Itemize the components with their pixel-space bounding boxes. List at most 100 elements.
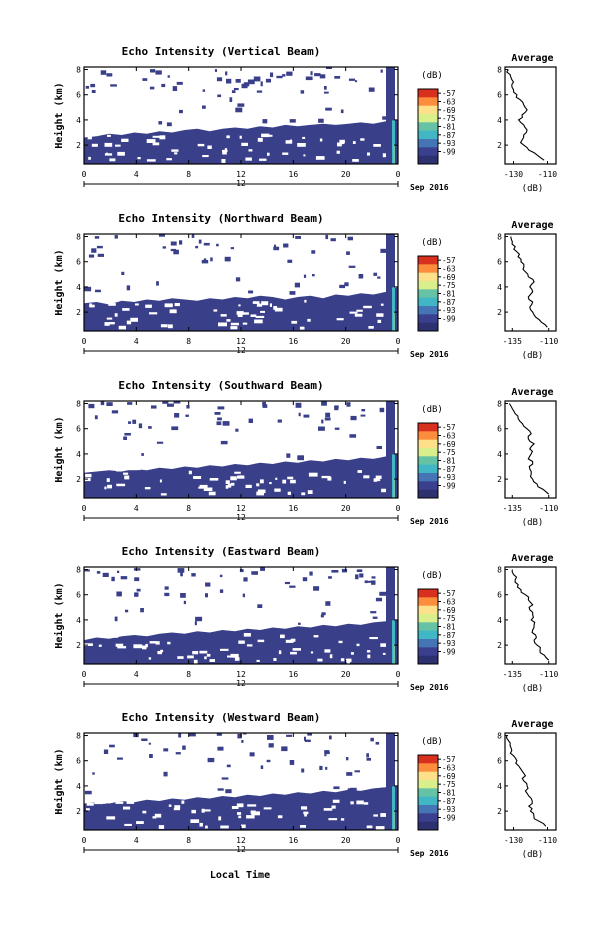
echo-gap bbox=[123, 806, 131, 810]
echo-speckle bbox=[305, 76, 313, 81]
panel-title: Echo Intensity (Westward Beam) bbox=[122, 711, 321, 724]
echo-speckle bbox=[319, 74, 326, 79]
echo-gap bbox=[246, 644, 253, 647]
date-label: Sep 2016 bbox=[410, 683, 449, 692]
echo-speckle bbox=[132, 419, 137, 424]
echo-gap bbox=[241, 824, 246, 828]
echo-gap bbox=[208, 491, 216, 496]
echo-speckle bbox=[325, 107, 332, 111]
colorbar-segment bbox=[418, 589, 438, 598]
echo-speckle bbox=[226, 78, 232, 84]
echo-speckle bbox=[325, 601, 331, 606]
echo-speckle bbox=[156, 441, 164, 444]
echo-speckle bbox=[221, 777, 229, 780]
echo-gap bbox=[256, 483, 260, 487]
echo-gap bbox=[269, 303, 272, 307]
echo-speckle bbox=[286, 734, 292, 737]
y-tick-label: 6 bbox=[76, 591, 81, 600]
echo-speckle bbox=[239, 569, 244, 573]
echo-gap bbox=[245, 157, 252, 161]
echo-speckle bbox=[260, 567, 265, 571]
echo-gap bbox=[218, 322, 227, 327]
colorbar-segment bbox=[418, 771, 438, 781]
colorbar-segment bbox=[418, 439, 438, 449]
echo-gap bbox=[155, 641, 160, 645]
colorbar-segment bbox=[418, 448, 438, 457]
echo-gap bbox=[227, 483, 232, 488]
colorbar-segment bbox=[418, 322, 438, 332]
avg-y-tick-label: 6 bbox=[497, 258, 502, 267]
echo-gap bbox=[257, 137, 263, 142]
echo-gap bbox=[173, 808, 180, 811]
colorbar-segment bbox=[418, 423, 438, 432]
echo-speckle bbox=[373, 272, 378, 276]
echo-speckle bbox=[167, 403, 174, 407]
beam-panel-3: Echo Intensity (Southward Beam) 2 4 6 8 Heigh… bbox=[53, 379, 559, 528]
echo-gap bbox=[238, 304, 241, 307]
echo-speckle bbox=[324, 750, 330, 754]
echo-gap bbox=[143, 632, 151, 636]
echo-speckle bbox=[303, 414, 310, 418]
echo-speckle bbox=[127, 402, 133, 405]
echo-gap bbox=[123, 472, 129, 475]
echo-speckle bbox=[331, 570, 339, 573]
echo-speckle bbox=[106, 73, 113, 77]
echo-gap bbox=[199, 650, 208, 654]
echo-gap bbox=[346, 660, 351, 664]
echo-gap bbox=[338, 640, 343, 644]
echo-gap bbox=[187, 655, 194, 659]
echo-gap bbox=[122, 308, 130, 311]
colorbar-label: -81 bbox=[442, 457, 456, 466]
echo-speckle bbox=[268, 743, 274, 748]
panel-title: Echo Intensity (Southward Beam) bbox=[118, 379, 323, 392]
echo-speckle bbox=[195, 616, 203, 622]
echo-speckle bbox=[216, 77, 223, 82]
echo-gap bbox=[98, 644, 102, 647]
echo-gap bbox=[357, 470, 362, 473]
echo-speckle bbox=[302, 577, 308, 582]
echo-speckle bbox=[233, 88, 239, 91]
echo-speckle bbox=[273, 246, 280, 251]
echo-speckle bbox=[260, 765, 264, 769]
y-tick-label: 8 bbox=[76, 566, 81, 575]
echo-gap bbox=[201, 808, 205, 813]
echo-speckle bbox=[243, 82, 250, 87]
colorbar-segment bbox=[418, 630, 438, 640]
echo-speckle bbox=[347, 236, 353, 241]
echo-speckle bbox=[84, 569, 90, 572]
colorbar-label: -57 bbox=[442, 589, 456, 598]
x-axis-label: Local Time bbox=[210, 869, 270, 881]
echo-speckle bbox=[334, 76, 341, 79]
y-axis-label: Height (km) bbox=[53, 249, 65, 315]
echo-gap bbox=[382, 652, 386, 655]
echo-gap bbox=[241, 142, 248, 146]
colorbar-segment bbox=[418, 256, 438, 265]
echo-gap bbox=[376, 313, 384, 317]
echo-speckle bbox=[216, 421, 222, 426]
echo-speckle bbox=[195, 245, 199, 249]
echo-gap bbox=[275, 477, 278, 480]
echo-gap bbox=[160, 324, 168, 328]
average-title: Average bbox=[511, 387, 553, 398]
echo-gap bbox=[303, 811, 309, 815]
echo-gap bbox=[167, 324, 173, 329]
avg-y-tick-label: 8 bbox=[497, 233, 502, 242]
x-tick-label: 0 bbox=[82, 170, 87, 179]
colorbar-label: -99 bbox=[442, 814, 456, 823]
echo-gap bbox=[290, 638, 296, 642]
echo-speckle bbox=[163, 771, 168, 777]
colorbar-segment bbox=[418, 473, 438, 482]
late-column-echo bbox=[386, 67, 395, 164]
colorbar-label: -57 bbox=[442, 423, 456, 432]
avg-y-tick-label: 2 bbox=[497, 308, 502, 317]
echo-speckle bbox=[84, 286, 92, 292]
echo-gap bbox=[327, 476, 332, 481]
strong-echo-strip bbox=[393, 144, 395, 164]
average-x-label: (dB) bbox=[522, 184, 544, 194]
echo-gap bbox=[154, 813, 162, 818]
echo-speckle bbox=[314, 73, 321, 77]
echo-gap bbox=[329, 654, 333, 659]
colorbar-label: -87 bbox=[442, 298, 456, 307]
y-tick-label: 2 bbox=[76, 475, 81, 484]
avg-y-tick-label: 6 bbox=[497, 425, 502, 434]
